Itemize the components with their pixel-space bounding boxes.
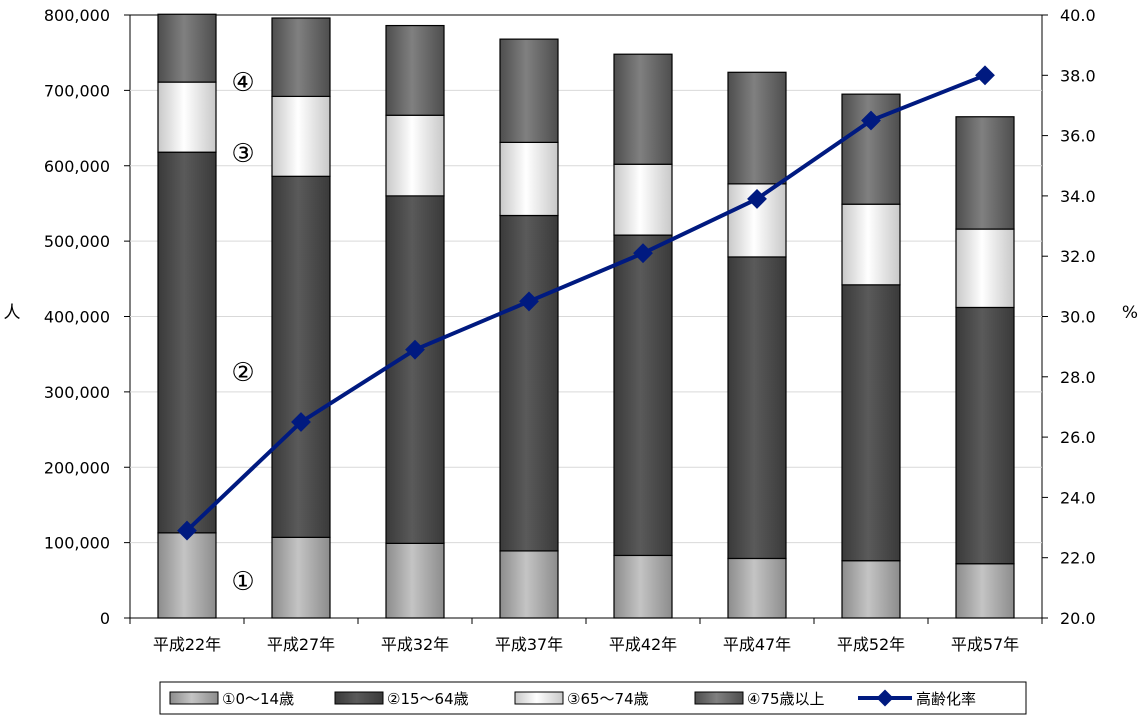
legend-label-15-64: ②15～64歳 [387, 690, 469, 708]
y-axis-label: 人 [4, 303, 21, 323]
y2-tick-label: 28.0 [1060, 368, 1096, 387]
x-tick-label: 平成27年 [267, 635, 335, 654]
bars [157, 13, 1015, 619]
aging-rate-point [291, 412, 311, 432]
bar-65-74 [613, 163, 673, 236]
legend-swatch-65-74 [514, 691, 564, 705]
bar-15-64 [157, 151, 217, 534]
y2-tick-label: 30.0 [1060, 308, 1096, 327]
y-tick-label: 400,000 [44, 308, 110, 327]
bar-75plus [385, 24, 445, 116]
bar-15-64 [955, 306, 1015, 565]
x-tick-label: 平成47年 [723, 635, 791, 654]
y-tick-label: 800,000 [44, 6, 110, 25]
bar-65-74 [841, 203, 901, 286]
bar-0-14 [499, 550, 559, 619]
bar-75plus [727, 71, 787, 185]
legend-label-75plus: ④75歳以上 [747, 690, 825, 708]
bar-65-74 [157, 81, 217, 153]
bar-15-64 [727, 256, 787, 560]
bar-0-14 [385, 542, 445, 619]
annotation-1: ① [231, 567, 254, 597]
bar-65-74 [727, 183, 787, 258]
aging-rate-point [519, 291, 539, 312]
bar-65-74 [955, 228, 1015, 309]
aging-rate-point [405, 339, 425, 360]
legend-marker-aging-rate [876, 689, 894, 707]
x-tick-label: 平成52年 [837, 635, 905, 654]
bar-15-64 [841, 284, 901, 562]
annotation-2: ② [231, 358, 254, 388]
bar-0-14 [271, 536, 331, 619]
bar-0-14 [841, 560, 901, 619]
y2-tick-label: 24.0 [1060, 488, 1096, 507]
bar-75plus [955, 116, 1015, 230]
y-tick-label: 700,000 [44, 81, 110, 100]
y2-tick-label: 36.0 [1060, 127, 1096, 146]
y-axis-left: 0 100,000 200,000 300,000 400,000 500,000 600,… [44, 6, 130, 628]
annotation-4: ④ [231, 68, 254, 98]
aging-rate-line [185, 73, 986, 533]
legend-label-aging-rate: 高齢化率 [916, 690, 976, 708]
x-tick-label: 平成57年 [951, 635, 1019, 654]
y2-tick-label: 20.0 [1060, 609, 1096, 628]
legend-label-0-14: ①0～14歳 [222, 690, 294, 708]
y2-tick-label: 34.0 [1060, 187, 1096, 206]
y2-tick-label: 40.0 [1060, 6, 1096, 25]
legend-swatch-0-14 [169, 691, 219, 705]
y2-tick-label: 32.0 [1060, 247, 1096, 266]
bar-75plus [157, 13, 217, 83]
bar-15-64 [385, 195, 445, 544]
x-tick-label: 平成37年 [495, 635, 563, 654]
bar-75plus [613, 53, 673, 165]
x-tick-label: 平成22年 [153, 635, 221, 654]
y2-tick-label: 26.0 [1060, 428, 1096, 447]
y-tick-label: 200,000 [44, 458, 110, 477]
y2-tick-label: 22.0 [1060, 549, 1096, 568]
bar-65-74 [499, 141, 559, 217]
bar-15-64 [613, 234, 673, 557]
bar-75plus [271, 17, 331, 98]
annotation-3: ③ [231, 139, 254, 169]
bar-15-64 [271, 175, 331, 538]
bar-15-64 [499, 214, 559, 552]
bar-65-74 [385, 114, 445, 197]
legend-label-65-74: ③65～74歳 [567, 690, 649, 708]
x-axis: 平成22年 平成27年 平成32年 平成37年 平成42年 平成47年 平成52年 平成57年 [129, 618, 1043, 654]
y-tick-label: 300,000 [44, 383, 110, 402]
bar-65-74 [271, 95, 331, 177]
bar-0-14 [613, 554, 673, 619]
y-tick-label: 0 [100, 609, 110, 628]
legend: ①0～14歳 ②15～64歳 ③65～74歳 ④75歳以上 高齢化率 [169, 689, 976, 708]
y-tick-label: 500,000 [44, 232, 110, 251]
legend-swatch-75plus [694, 691, 744, 705]
y-tick-label: 100,000 [44, 534, 110, 553]
bar-75plus [499, 38, 559, 143]
bar-0-14 [157, 532, 217, 619]
x-tick-label: 平成42年 [609, 635, 677, 654]
legend-swatch-15-64 [334, 691, 384, 705]
y2-tick-label: 38.0 [1060, 66, 1096, 85]
bar-0-14 [955, 563, 1015, 619]
y-axis-right: 20.0 22.0 24.0 26.0 28.0 30.0 32.0 34.0 36.0 38.0… [1042, 6, 1096, 628]
y2-axis-label: % [1122, 303, 1138, 323]
x-tick-label: 平成32年 [381, 635, 449, 654]
bar-0-14 [727, 557, 787, 619]
y-tick-label: 600,000 [44, 157, 110, 176]
